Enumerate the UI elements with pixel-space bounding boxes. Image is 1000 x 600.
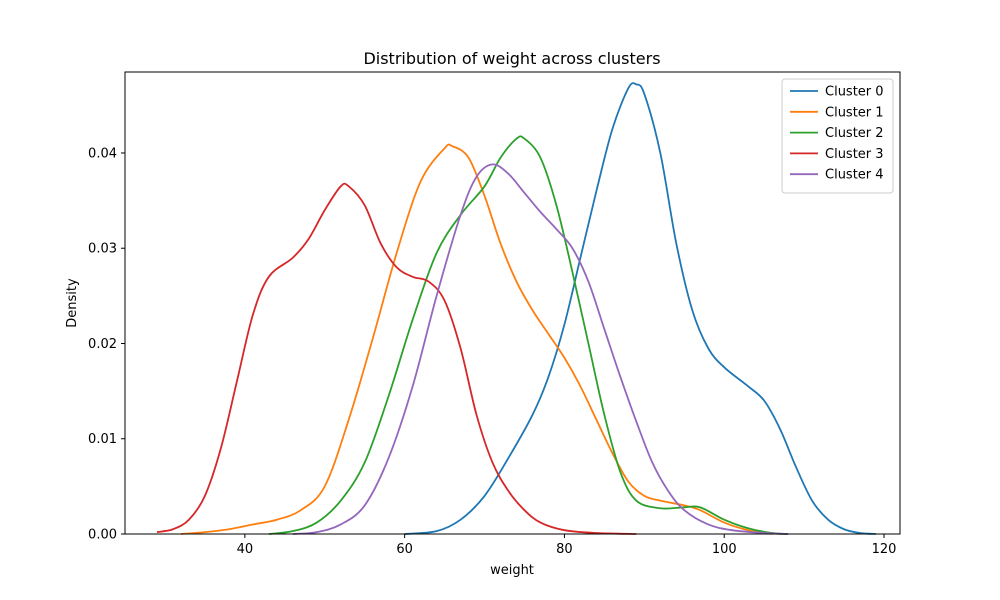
legend: Cluster 0 Cluster 1 Cluster 2 Cluster 3 Clus… bbox=[781, 78, 894, 194]
x-tick-label: 100 bbox=[712, 542, 737, 557]
y-tick-label: 0.04 bbox=[88, 146, 117, 161]
series-line-cluster-2 bbox=[268, 135, 789, 535]
legend-entry-label: Cluster 2 bbox=[825, 126, 884, 141]
y-tick-label: 0.01 bbox=[88, 432, 117, 447]
chart-title: Distribution of weight across clusters bbox=[363, 49, 660, 68]
x-tick-label: 80 bbox=[556, 542, 573, 557]
legend-entry-label: Cluster 3 bbox=[825, 147, 884, 162]
series-line-cluster-4 bbox=[292, 163, 789, 535]
series-line-cluster-1 bbox=[180, 143, 773, 535]
y-axis: 0.00 0.01 0.02 0.03 0.04 bbox=[88, 146, 125, 543]
legend-entry-label: Cluster 1 bbox=[825, 105, 884, 120]
series-layer bbox=[156, 82, 877, 535]
x-tick-label: 40 bbox=[237, 542, 254, 557]
legend-entry-label: Cluster 0 bbox=[825, 85, 884, 100]
axes-frame bbox=[124, 71, 901, 535]
x-tick-label: 120 bbox=[872, 542, 897, 557]
legend-entry-label: Cluster 4 bbox=[825, 168, 884, 183]
x-axis-label: weight bbox=[490, 563, 534, 578]
x-tick-label: 60 bbox=[396, 542, 413, 557]
y-tick-label: 0.03 bbox=[88, 242, 117, 257]
y-tick-label: 0.02 bbox=[88, 337, 117, 352]
x-axis: 40 60 80 100 120 bbox=[237, 534, 897, 557]
y-tick-label: 0.00 bbox=[88, 528, 117, 543]
series-line-cluster-3 bbox=[156, 182, 637, 535]
series-line-cluster-0 bbox=[404, 82, 877, 535]
legend-box bbox=[781, 78, 894, 194]
y-axis-label: Density bbox=[65, 278, 80, 328]
